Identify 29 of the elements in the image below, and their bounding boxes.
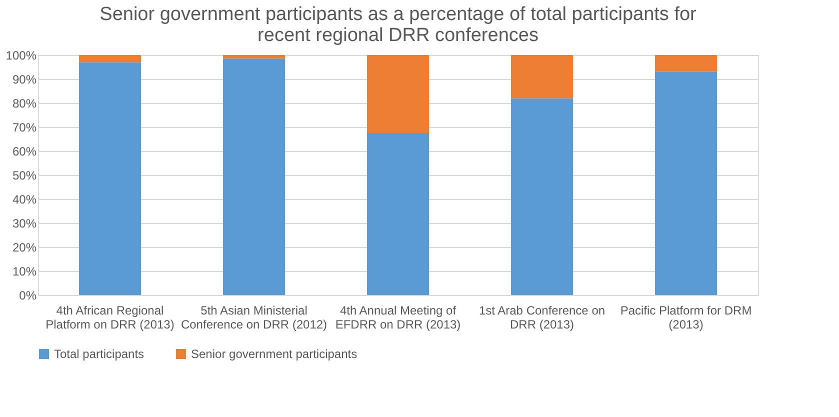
y-tick-label: 30% — [12, 216, 37, 230]
y-tick-label: 0% — [19, 288, 37, 302]
y-tick-label: 70% — [12, 120, 37, 134]
bar — [367, 133, 429, 295]
bar — [655, 55, 717, 72]
y-tick-label: 20% — [12, 240, 37, 254]
bar — [223, 55, 285, 59]
bar — [655, 72, 717, 295]
bar — [79, 62, 141, 295]
legend-label: Senior government participants — [191, 347, 358, 361]
legend-label: Total participants — [54, 347, 144, 361]
x-tick-label: 4th Annual Meeting of EFDRR on DRR (2013) — [335, 304, 461, 332]
x-tick-label: 4th African Regional Platform on DRR (2013) — [46, 304, 174, 332]
y-tick-label: 90% — [12, 72, 37, 86]
y-tick-label: 80% — [12, 96, 37, 110]
y-tick-label: 60% — [12, 144, 37, 158]
x-tick-label: 5th Asian Ministerial Conference on DRR (2012) — [180, 304, 328, 332]
x-tick-label: Pacific Platform for DRM (2013) — [620, 304, 752, 332]
bar — [511, 55, 573, 98]
bar — [223, 58, 285, 295]
y-tick-label: 100% — [6, 48, 37, 62]
x-tick-label: 1st Arab Conference on DRR (2013) — [478, 304, 606, 332]
bar — [511, 98, 573, 295]
y-tick-label: 40% — [12, 192, 37, 206]
chart-title: Senior government participants as a percentage of total participants for recent regional DRR conferences — [100, 4, 698, 46]
bar — [367, 55, 429, 133]
bar — [79, 55, 141, 62]
y-tick-label: 10% — [12, 264, 37, 278]
y-tick-label: 50% — [12, 168, 37, 182]
